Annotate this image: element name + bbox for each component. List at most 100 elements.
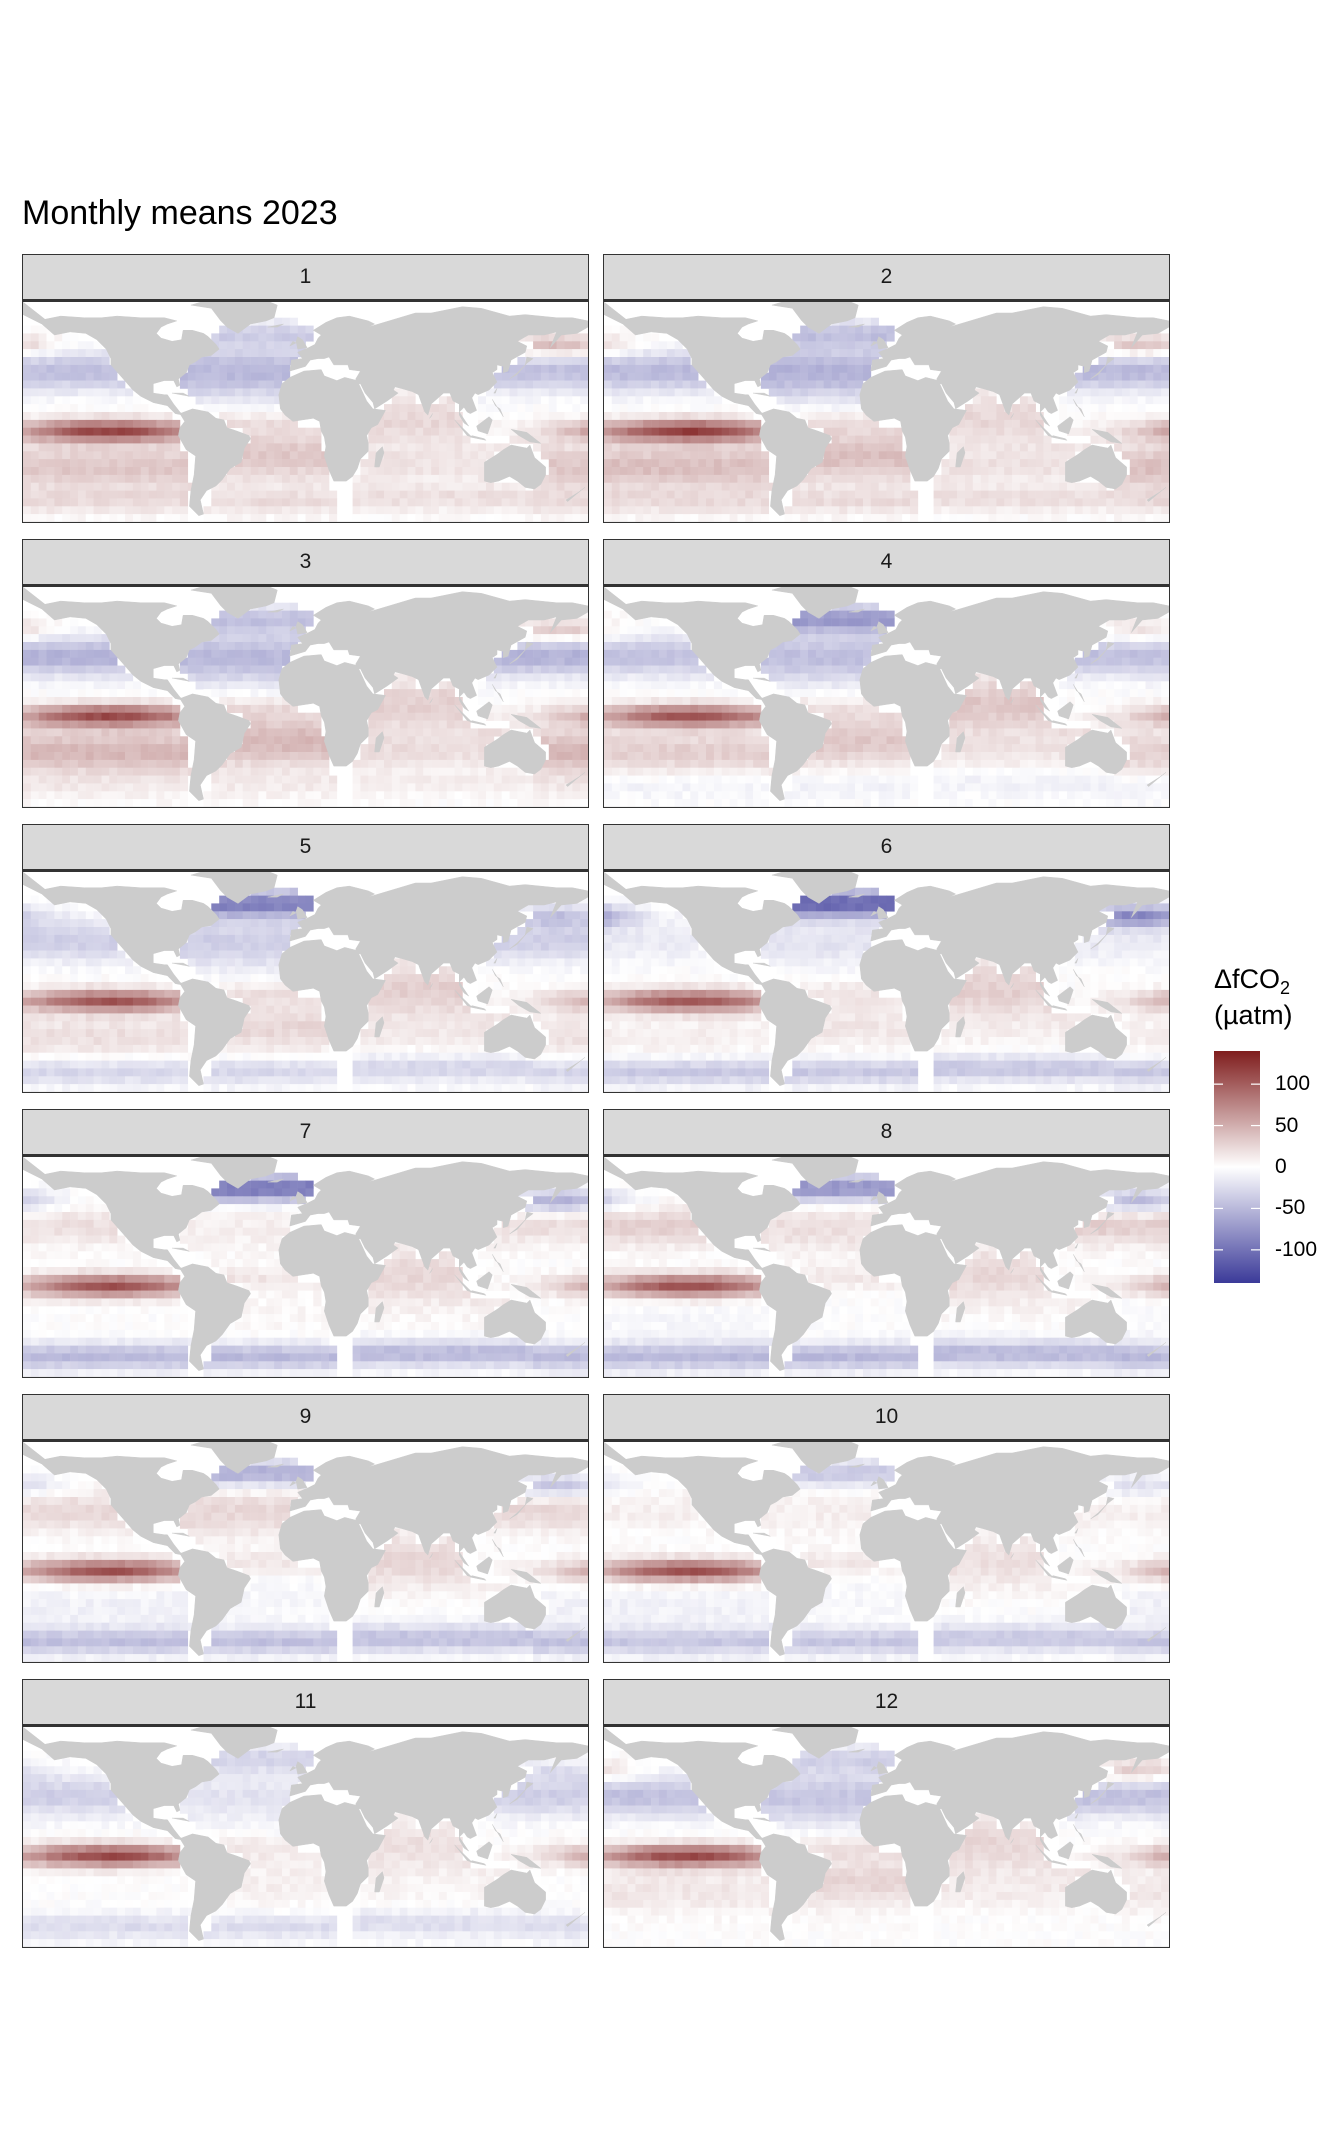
landmass [1065, 444, 1127, 490]
heatmap-cell [1035, 759, 1044, 769]
heatmap-cell [525, 412, 534, 421]
heatmap-cell [258, 649, 267, 659]
heatmap-cell [823, 799, 832, 807]
heatmap-cell [454, 759, 463, 769]
heatmap-cell [808, 482, 817, 491]
heatmap-cell [619, 752, 628, 761]
heatmap-cell [46, 412, 55, 421]
heatmap-cell [77, 799, 87, 807]
heatmap-cell [486, 396, 495, 405]
heatmap-cell [980, 775, 989, 784]
heatmap-cell [438, 681, 448, 690]
heatmap-cell [753, 759, 762, 769]
heatmap-cell [666, 474, 675, 484]
heatmap-cell [1074, 498, 1083, 507]
heatmap-cell [368, 467, 377, 476]
heatmap-cell [274, 649, 283, 659]
heatmap-cell [132, 419, 142, 429]
heatmap-cell [70, 697, 79, 706]
heatmap-cell [886, 498, 895, 507]
heatmap-cell [179, 783, 189, 792]
heatmap-cell [611, 419, 620, 429]
heatmap-cell [234, 783, 244, 792]
heatmap-cell [234, 799, 244, 807]
heatmap-cell [666, 459, 675, 468]
heatmap-cell [965, 728, 974, 737]
heatmap-cell [682, 364, 691, 374]
heatmap-cell [486, 506, 495, 515]
heatmap-cell [713, 451, 723, 460]
heatmap-cell [1137, 380, 1146, 389]
heatmap-cell [446, 498, 455, 507]
heatmap-cell [242, 642, 251, 651]
heatmap-cell [604, 767, 613, 776]
heatmap-cell [933, 759, 942, 769]
heatmap-cell [1106, 333, 1115, 342]
heatmap-cell [1074, 767, 1083, 776]
heatmap-cell [46, 435, 55, 444]
heatmap-cell [1051, 728, 1060, 737]
heatmap-cell [407, 775, 416, 784]
heatmap-cell [548, 357, 557, 366]
heatmap-cell [611, 482, 620, 491]
heatmap-cell [227, 704, 236, 714]
heatmap-cell [611, 490, 620, 499]
heatmap-cell [501, 388, 510, 397]
heatmap-cell [572, 443, 581, 452]
heatmap-cell [54, 799, 63, 807]
heatmap-cell [148, 419, 157, 429]
heatmap-cell [1012, 490, 1021, 499]
heatmap-cell [855, 799, 864, 807]
heatmap-cell [423, 419, 432, 429]
heatmap-cell [93, 443, 102, 452]
landmass [876, 336, 889, 350]
heatmap-cell [965, 791, 974, 800]
heatmap-cell [540, 380, 550, 389]
heatmap-cell [792, 681, 801, 690]
heatmap-cell [1106, 372, 1115, 381]
heatmap-cell [658, 697, 668, 706]
heatmap-cell [85, 736, 94, 745]
heatmap-cell [54, 451, 63, 460]
heatmap-cell [1012, 451, 1021, 460]
heatmap-cell [1129, 689, 1138, 698]
heatmap-cell [658, 490, 668, 499]
heatmap-cell [1137, 783, 1146, 792]
heatmap-cell [1019, 443, 1029, 452]
heatmap-cell [753, 704, 762, 714]
heatmap-cell [870, 791, 879, 800]
heatmap-cell [38, 372, 47, 381]
heatmap-cell [540, 657, 550, 666]
heatmap-cell [219, 388, 228, 397]
heatmap-cell [407, 736, 416, 745]
landmass [1057, 416, 1074, 435]
heatmap-cell [815, 333, 825, 342]
heatmap-cell [274, 482, 283, 491]
heatmap-cell [988, 767, 997, 776]
heatmap-cell [46, 649, 55, 659]
heatmap-cell [760, 736, 770, 745]
heatmap-cell [792, 689, 801, 698]
heatmap-cell [643, 720, 652, 729]
heatmap-cell [643, 649, 652, 659]
heatmap-cell [140, 412, 149, 421]
heatmap-cell [30, 642, 39, 651]
heatmap-cell [274, 490, 283, 499]
heatmap-cell [54, 341, 63, 350]
heatmap-cell [808, 341, 817, 350]
heatmap-cell [674, 451, 683, 460]
heatmap-cell [258, 681, 267, 690]
heatmap-cell [1067, 443, 1076, 452]
heatmap-cell [658, 681, 668, 690]
heatmap-cell [635, 720, 644, 729]
heatmap-cell [423, 736, 432, 745]
heatmap-cell [886, 728, 895, 737]
heatmap-cell [211, 657, 220, 666]
heatmap-cell [391, 506, 400, 515]
heatmap-cell [698, 514, 707, 522]
heatmap-cell [839, 498, 848, 507]
heatmap-cell [533, 443, 542, 452]
heatmap-cell [54, 482, 63, 491]
heatmap-cell [23, 427, 32, 436]
heatmap-cell [305, 775, 314, 784]
